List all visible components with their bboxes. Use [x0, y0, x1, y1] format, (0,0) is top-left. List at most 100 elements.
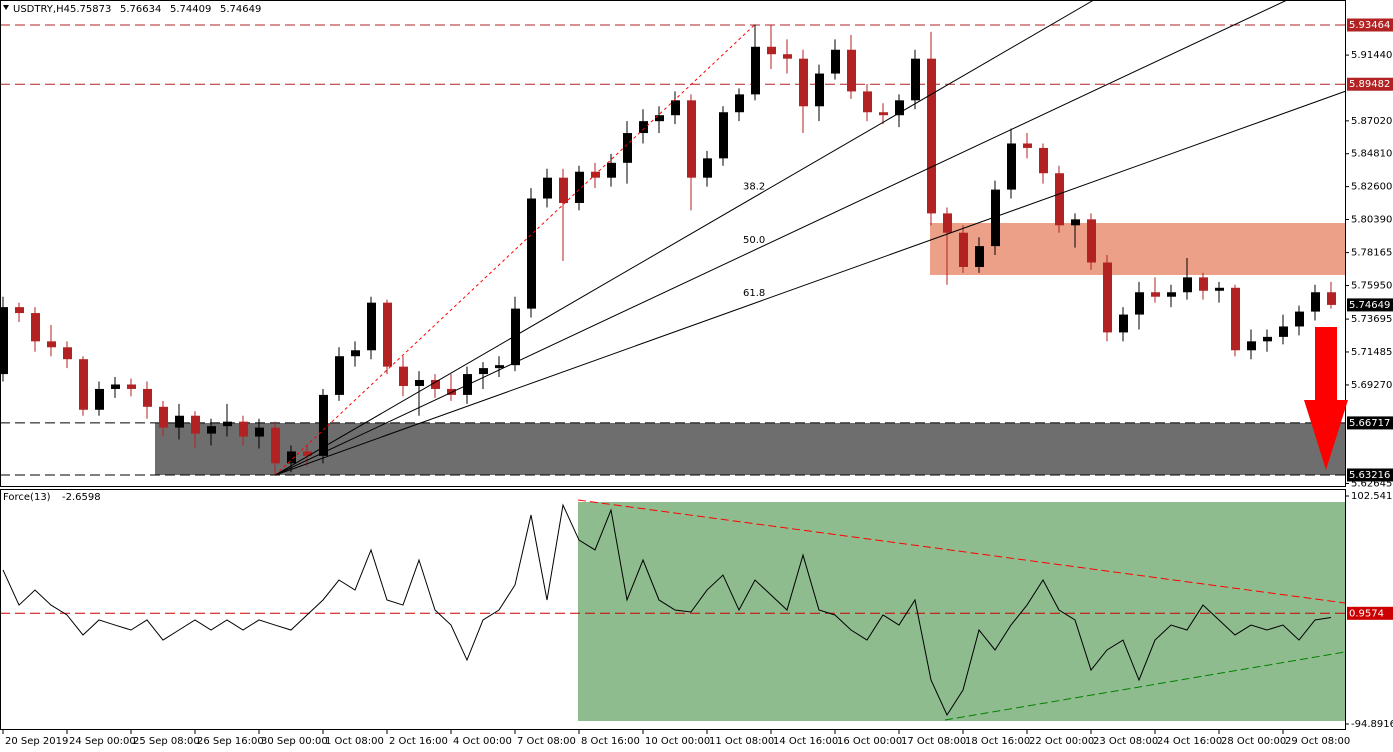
- level-label-box: [1347, 77, 1393, 91]
- level-label: 5.93464: [1349, 20, 1390, 31]
- candle-body: [287, 451, 296, 464]
- y-tick-label: 5.87020: [1351, 116, 1392, 127]
- candle-body: [95, 388, 104, 410]
- menu-triangle: [3, 5, 9, 10]
- candle-body: [175, 415, 184, 428]
- candle-body: [15, 307, 24, 314]
- candle-body: [879, 112, 888, 116]
- fib-fan-label: 38.2: [743, 182, 765, 193]
- x-tick-label: 10 Oct 00:00: [645, 736, 710, 747]
- candle-body: [1007, 143, 1016, 190]
- candle-body: [335, 356, 344, 395]
- level-label: 5.63216: [1349, 470, 1390, 481]
- candle-body: [847, 49, 856, 92]
- candle-body: [1151, 292, 1160, 297]
- current-price-label: 5.74649: [1349, 300, 1390, 311]
- candle-body: [639, 121, 648, 134]
- x-tick-label: 11 Oct 08:00: [709, 736, 774, 747]
- candle-body: [367, 302, 376, 351]
- candle-body: [959, 232, 968, 267]
- candle-body: [1295, 311, 1304, 327]
- candle-body: [223, 421, 232, 427]
- candle-body: [1103, 262, 1112, 333]
- candle-body: [1327, 292, 1336, 305]
- y-tick-label: 5.84810: [1351, 149, 1392, 160]
- candle-body: [143, 388, 152, 407]
- candle-body: [831, 49, 840, 74]
- candle-body: [895, 100, 904, 116]
- candle-body: [319, 394, 328, 456]
- candle-body: [991, 189, 1000, 247]
- y-tick-label: 5.82600: [1351, 182, 1392, 193]
- level-label-box: [1347, 18, 1393, 32]
- fib-fan-line: [274, 90, 1346, 476]
- force-current-value: -2.6598: [62, 492, 101, 503]
- candle-body: [1087, 219, 1096, 263]
- header-value: 5.76634: [120, 4, 161, 15]
- candle-body: [1183, 277, 1192, 293]
- header-value: 5.74649: [220, 4, 261, 15]
- y-tick-label: 5.91440: [1351, 50, 1392, 61]
- y-tick-label: 5.71485: [1351, 347, 1392, 358]
- y-tick-label: 5.80390: [1351, 214, 1392, 225]
- level-label: 5.66717: [1349, 418, 1390, 429]
- y-tick-label: 5.62645: [1351, 478, 1392, 489]
- x-tick-label: 30 Sep 00:00: [261, 736, 328, 747]
- candle-body: [431, 380, 440, 389]
- y-tick-label: 5.73695: [1351, 314, 1392, 325]
- candle-body: [1135, 292, 1144, 315]
- candle-body: [815, 73, 824, 107]
- candle-body: [1199, 277, 1208, 291]
- candle-body: [511, 308, 520, 366]
- candle-body: [575, 171, 584, 203]
- y-tick-label: -94.8916: [1351, 719, 1393, 730]
- candle-body: [255, 427, 264, 437]
- candle-body: [0, 307, 8, 375]
- candle-body: [687, 100, 696, 178]
- candle-body: [191, 415, 200, 434]
- candle-body: [79, 359, 88, 410]
- candle-body: [1167, 292, 1176, 297]
- x-tick-label: 24 Oct 16:00: [1157, 736, 1222, 747]
- x-tick-label: 23 Oct 08:00: [1093, 736, 1158, 747]
- candle-body: [1231, 287, 1240, 351]
- candle-body: [1279, 326, 1288, 337]
- header-value: 5.75873: [70, 4, 111, 15]
- candle-body: [479, 368, 488, 375]
- candle-body: [527, 198, 536, 309]
- fib-fan-line: [274, 0, 1288, 476]
- x-tick-label: 24 Sep 00:00: [69, 736, 136, 747]
- candle-body: [159, 406, 168, 428]
- candle-body: [111, 384, 120, 389]
- candle-body: [271, 427, 280, 464]
- candle-body: [1263, 336, 1272, 342]
- candle-body: [767, 46, 776, 55]
- x-tick-label: 17 Oct 08:00: [901, 736, 966, 747]
- candle-body: [719, 112, 728, 159]
- x-tick-label: 1 Oct 08:00: [325, 736, 384, 747]
- candle-body: [1311, 292, 1320, 312]
- x-tick-label: 2 Oct 16:00: [389, 736, 448, 747]
- price-title: USDTRY,H4: [13, 4, 70, 15]
- candle-body: [543, 177, 552, 199]
- candle-body: [1071, 219, 1080, 226]
- price-panel-frame: [0, 0, 1346, 487]
- x-tick-label: 4 Oct 00:00: [453, 736, 512, 747]
- fib-fan-baseline: [274, 24, 756, 476]
- candle-body: [559, 177, 568, 203]
- x-tick-label: 7 Oct 08:00: [517, 736, 576, 747]
- candle-body: [863, 91, 872, 113]
- candle-body: [1119, 314, 1128, 333]
- candle-body: [1039, 147, 1048, 174]
- x-tick-label: 29 Oct 08:00: [1285, 736, 1350, 747]
- candle-body: [207, 426, 216, 434]
- candle-body: [399, 366, 408, 386]
- force-zone: [578, 502, 1345, 721]
- y-tick-label: 5.75950: [1351, 281, 1392, 292]
- candle-body: [1247, 341, 1256, 351]
- fib-fan-line: [274, 0, 1095, 476]
- candle-body: [351, 350, 360, 357]
- x-tick-label: 16 Oct 00:00: [837, 736, 902, 747]
- y-tick-label: 5.78165: [1351, 248, 1392, 259]
- x-tick-label: 18 Oct 16:00: [965, 736, 1030, 747]
